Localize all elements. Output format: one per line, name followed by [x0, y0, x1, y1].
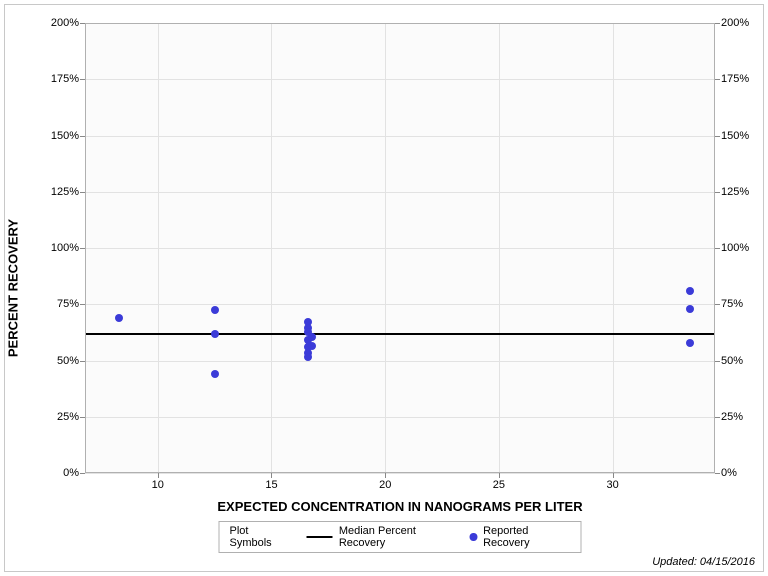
legend-item-label: Reported Recovery: [483, 525, 570, 549]
y-tick-label: 100%: [715, 242, 749, 254]
gridline-h: [85, 417, 715, 418]
x-axis-label: EXPECTED CONCENTRATION IN NANOGRAMS PER …: [217, 499, 582, 514]
footer-updated: Updated: 04/15/2016: [652, 556, 755, 568]
x-tick-label: 20: [379, 473, 391, 491]
gridline-v: [158, 23, 159, 473]
gridline-v: [385, 23, 386, 473]
y-tick-label: 200%: [51, 17, 85, 29]
gridline-h: [85, 79, 715, 80]
median-line: [85, 333, 715, 335]
y-tick-label: 125%: [715, 186, 749, 198]
gridline-h: [85, 192, 715, 193]
data-point: [686, 287, 694, 295]
data-point: [211, 330, 219, 338]
data-point: [211, 370, 219, 378]
y-tick-label: 200%: [715, 17, 749, 29]
gridline-h: [85, 473, 715, 474]
y-tick-label: 25%: [57, 411, 85, 423]
legend-item-label: Median Percent Recovery: [339, 525, 456, 549]
gridline-h: [85, 361, 715, 362]
data-point: [308, 333, 316, 341]
y-tick-label: 50%: [715, 355, 743, 367]
chart-frame: PERCENT RECOVERY 0%0%25%25%50%50%75%75%1…: [4, 4, 764, 572]
line-symbol-icon: [307, 536, 333, 538]
y-tick-label: 25%: [715, 411, 743, 423]
y-tick-label: 75%: [715, 298, 743, 310]
legend-item-median: Median Percent Recovery: [307, 525, 456, 549]
y-tick-label: 0%: [715, 467, 737, 479]
y-tick-label: 175%: [715, 73, 749, 85]
data-point: [308, 342, 316, 350]
y-axis-label: PERCENT RECOVERY: [6, 219, 21, 357]
legend-item-reported: Reported Recovery: [470, 525, 571, 549]
legend-title: Plot Symbols: [230, 525, 289, 549]
gridline-h: [85, 248, 715, 249]
y-tick-label: 175%: [51, 73, 85, 85]
x-tick-label: 15: [265, 473, 277, 491]
gridline-v: [499, 23, 500, 473]
x-tick-label: 10: [152, 473, 164, 491]
y-tick-label: 0%: [63, 467, 85, 479]
data-point: [115, 314, 123, 322]
data-point: [211, 306, 219, 314]
gridline-v: [271, 23, 272, 473]
y-tick-label: 150%: [51, 130, 85, 142]
dot-symbol-icon: [470, 533, 477, 541]
y-tick-label: 125%: [51, 186, 85, 198]
y-tick-label: 100%: [51, 242, 85, 254]
data-point: [686, 339, 694, 347]
data-point: [686, 305, 694, 313]
gridline-h: [85, 136, 715, 137]
y-tick-label: 150%: [715, 130, 749, 142]
x-tick-label: 30: [607, 473, 619, 491]
gridline-h: [85, 23, 715, 24]
y-tick-label: 75%: [57, 298, 85, 310]
gridline-h: [85, 304, 715, 305]
x-tick-label: 25: [493, 473, 505, 491]
plot-area: 0%0%25%25%50%50%75%75%100%100%125%125%15…: [85, 23, 715, 473]
y-tick-label: 50%: [57, 355, 85, 367]
data-point: [304, 353, 312, 361]
legend: Plot Symbols Median Percent Recovery Rep…: [219, 521, 582, 553]
gridline-v: [613, 23, 614, 473]
